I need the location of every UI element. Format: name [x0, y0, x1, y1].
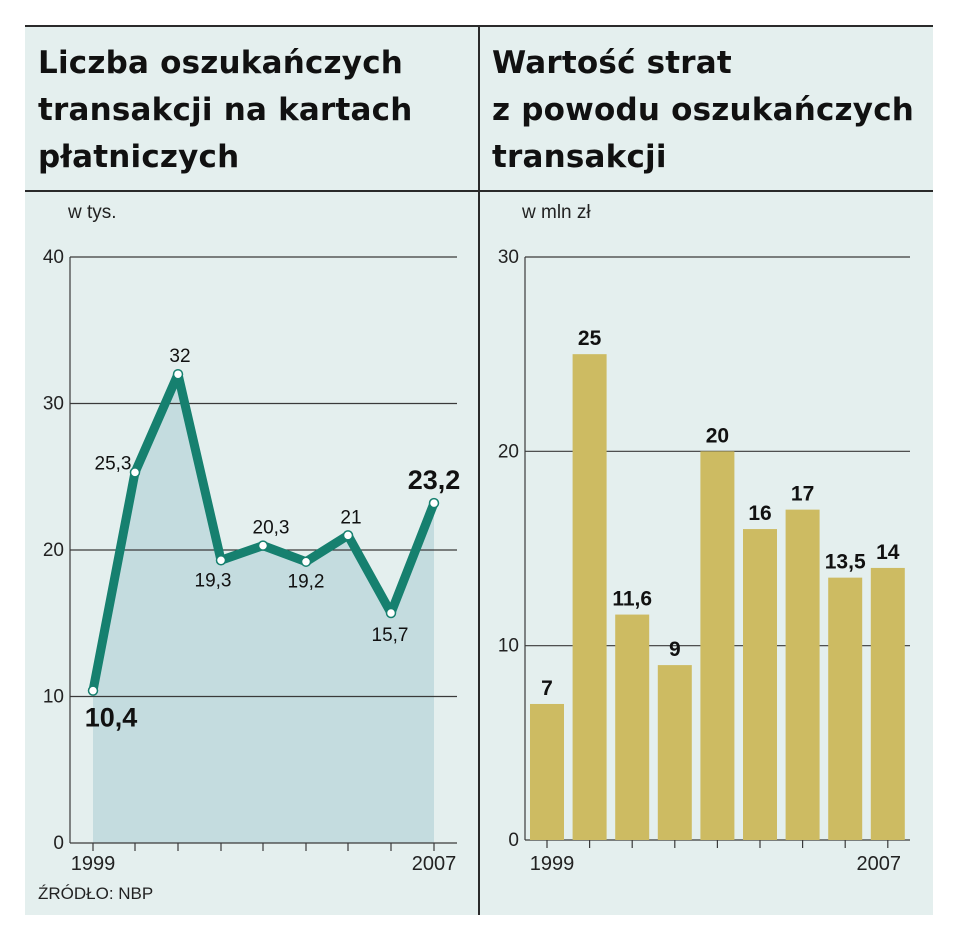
bar [530, 703, 564, 840]
right-y-tick-label: 10 [498, 636, 519, 657]
left-unit-label: w tys. [68, 202, 117, 223]
right-chart-title: Wartość strat z powodu oszukańczych tran… [492, 45, 915, 175]
panel-divider [478, 25, 480, 915]
bar-value-label: 17 [791, 483, 814, 506]
line-area-fill [93, 374, 434, 843]
data-label: 15,7 [372, 625, 409, 646]
data-label: 23,2 [408, 465, 461, 495]
bar [572, 354, 607, 840]
series-point [428, 497, 440, 509]
bar-value-label: 7 [541, 677, 553, 700]
bar [870, 567, 905, 840]
bar [657, 665, 692, 840]
left-y-tick-label: 30 [43, 394, 64, 415]
data-label: 21 [340, 507, 361, 528]
right-unit-label: w mln zł [522, 202, 591, 223]
right-y-tick-label: 0 [508, 830, 519, 851]
bar-value-label: 16 [748, 502, 771, 525]
data-label: 32 [169, 346, 190, 367]
source-note: ŹRÓDŁO: NBP [38, 884, 154, 903]
data-label: 20,3 [253, 518, 290, 539]
bar-value-label: 9 [669, 638, 681, 661]
bar-value-label: 20 [706, 424, 729, 447]
bar [828, 577, 863, 840]
bar-value-label: 14 [876, 541, 900, 564]
left-y-tick-label: 40 [43, 247, 64, 268]
bar-value-label: 25 [578, 327, 602, 350]
left-y-tick-label: 0 [53, 833, 64, 854]
right-y-tick-label: 20 [498, 441, 519, 462]
left-y-tick-label: 20 [43, 540, 64, 561]
right-x-tick-label: 1999 [530, 853, 575, 875]
series-point [87, 685, 99, 696]
left-x-tick-label: 1999 [71, 853, 116, 875]
series-point [342, 530, 354, 541]
data-label: 19,2 [288, 572, 325, 593]
left-y-tick-label: 10 [43, 687, 64, 708]
bar-value-label: 11,6 [612, 588, 652, 611]
series-point [129, 467, 141, 478]
data-label: 25,3 [95, 453, 132, 474]
series-point [257, 540, 269, 551]
bar-value-label: 13,5 [825, 551, 866, 574]
left-x-tick-label: 2007 [412, 853, 457, 875]
data-label: 10,4 [85, 703, 138, 733]
left-chart-title: Liczba oszukańczych transakcji na kartac… [38, 45, 413, 175]
right-y-tick-label: 30 [498, 247, 519, 268]
bar [700, 451, 735, 840]
data-label: 19,3 [195, 570, 232, 591]
right-x-tick-label: 2007 [857, 853, 902, 875]
bar [615, 614, 650, 840]
series-point [172, 368, 184, 380]
series-point [300, 556, 312, 567]
series-point [215, 555, 227, 566]
bar [743, 529, 777, 840]
series-point [385, 607, 397, 619]
bar [785, 509, 820, 840]
